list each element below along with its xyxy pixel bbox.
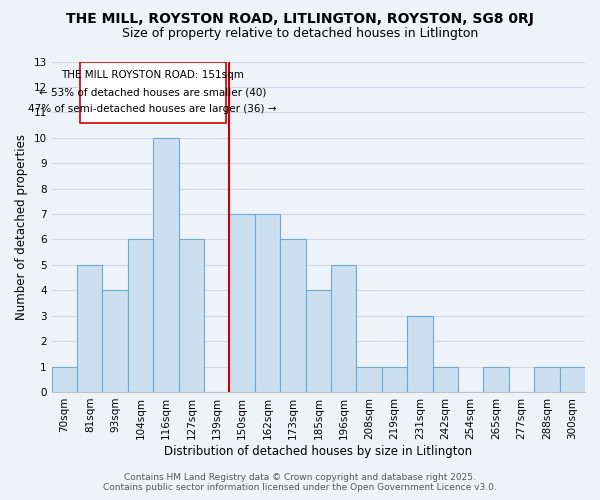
Text: Contains HM Land Registry data © Crown copyright and database right 2025.
Contai: Contains HM Land Registry data © Crown c… [103, 473, 497, 492]
Bar [305, 290, 331, 392]
Text: THE MILL ROYSTON ROAD: 151sqm: THE MILL ROYSTON ROAD: 151sqm [61, 70, 244, 80]
Bar [433, 366, 458, 392]
Bar [103, 290, 128, 392]
Bar [382, 366, 407, 392]
Bar [407, 316, 433, 392]
Text: THE MILL, ROYSTON ROAD, LITLINGTON, ROYSTON, SG8 0RJ: THE MILL, ROYSTON ROAD, LITLINGTON, ROYS… [66, 12, 534, 26]
Bar [229, 214, 255, 392]
Bar [52, 366, 77, 392]
Bar [153, 138, 179, 392]
Y-axis label: Number of detached properties: Number of detached properties [15, 134, 28, 320]
Text: 47% of semi-detached houses are larger (36) →: 47% of semi-detached houses are larger (… [28, 104, 277, 114]
FancyBboxPatch shape [80, 62, 226, 122]
Bar [356, 366, 382, 392]
Bar [560, 366, 585, 392]
Text: ← 53% of detached houses are smaller (40): ← 53% of detached houses are smaller (40… [39, 87, 266, 97]
Bar [77, 265, 103, 392]
Bar [484, 366, 509, 392]
X-axis label: Distribution of detached houses by size in Litlington: Distribution of detached houses by size … [164, 444, 472, 458]
Text: Size of property relative to detached houses in Litlington: Size of property relative to detached ho… [122, 28, 478, 40]
Bar [179, 240, 204, 392]
Bar [128, 240, 153, 392]
Bar [331, 265, 356, 392]
Bar [255, 214, 280, 392]
Bar [280, 240, 305, 392]
Bar [534, 366, 560, 392]
